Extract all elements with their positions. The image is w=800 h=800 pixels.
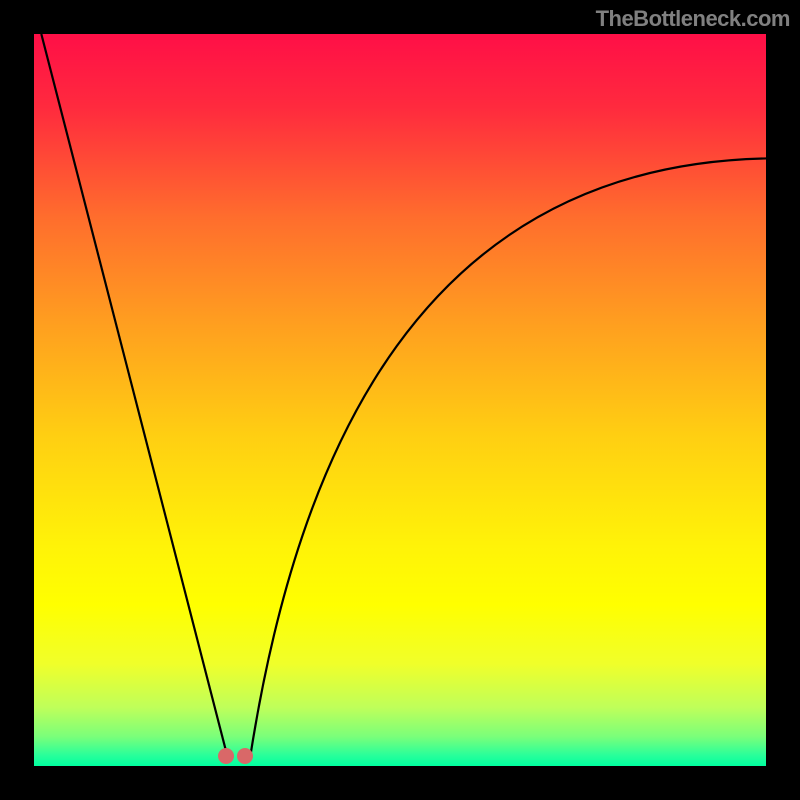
data-marker xyxy=(237,748,253,764)
bottleneck-curve xyxy=(34,34,766,766)
data-marker xyxy=(218,748,234,764)
chart-container: TheBottleneck.com xyxy=(0,0,800,800)
curve-left-branch xyxy=(41,34,228,759)
watermark-text: TheBottleneck.com xyxy=(596,6,790,32)
plot-area xyxy=(34,34,766,766)
curve-right-branch xyxy=(250,158,766,758)
